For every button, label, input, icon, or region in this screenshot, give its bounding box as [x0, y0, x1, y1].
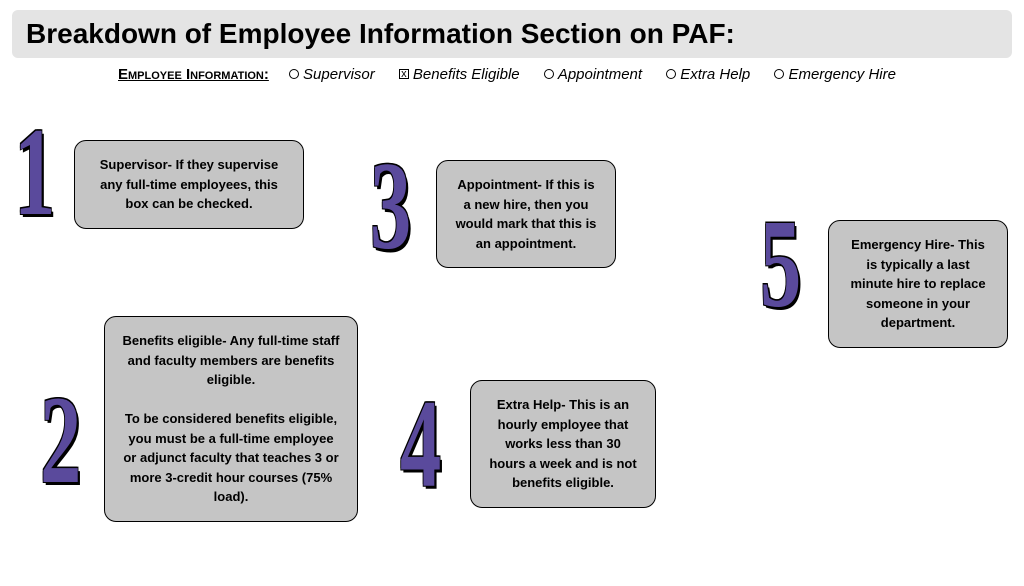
number-4: 4: [400, 380, 441, 507]
option-supervisor: Supervisor: [289, 66, 375, 83]
card-extra-help: Extra Help- This is an hourly employee t…: [470, 380, 656, 508]
number-5: 5: [760, 200, 801, 327]
employee-info-row: Employee Information: Supervisor xBenefi…: [0, 66, 1024, 83]
radio-icon: [774, 69, 784, 79]
option-appointment: Appointment: [544, 66, 642, 83]
checkbox-icon: x: [399, 69, 409, 79]
number-3: 3: [370, 142, 411, 269]
number-1: 1: [14, 108, 55, 235]
page-title: Breakdown of Employee Information Sectio…: [12, 10, 1012, 58]
option-emergency-hire: Emergency Hire: [774, 66, 896, 83]
radio-icon: [666, 69, 676, 79]
card-appointment: Appointment- If this is a new hire, then…: [436, 160, 616, 268]
info-label: Employee Information:: [118, 66, 269, 83]
card-supervisor: Supervisor- If they supervise any full-t…: [74, 140, 304, 229]
number-2: 2: [40, 376, 81, 503]
radio-icon: [289, 69, 299, 79]
radio-icon: [544, 69, 554, 79]
option-extra-help: Extra Help: [666, 66, 750, 83]
card-emergency-hire: Emergency Hire- This is typically a last…: [828, 220, 1008, 348]
option-benefits-eligible: xBenefits Eligible: [399, 66, 520, 83]
card-benefits-eligible: Benefits eligible- Any full-time staff a…: [104, 316, 358, 522]
